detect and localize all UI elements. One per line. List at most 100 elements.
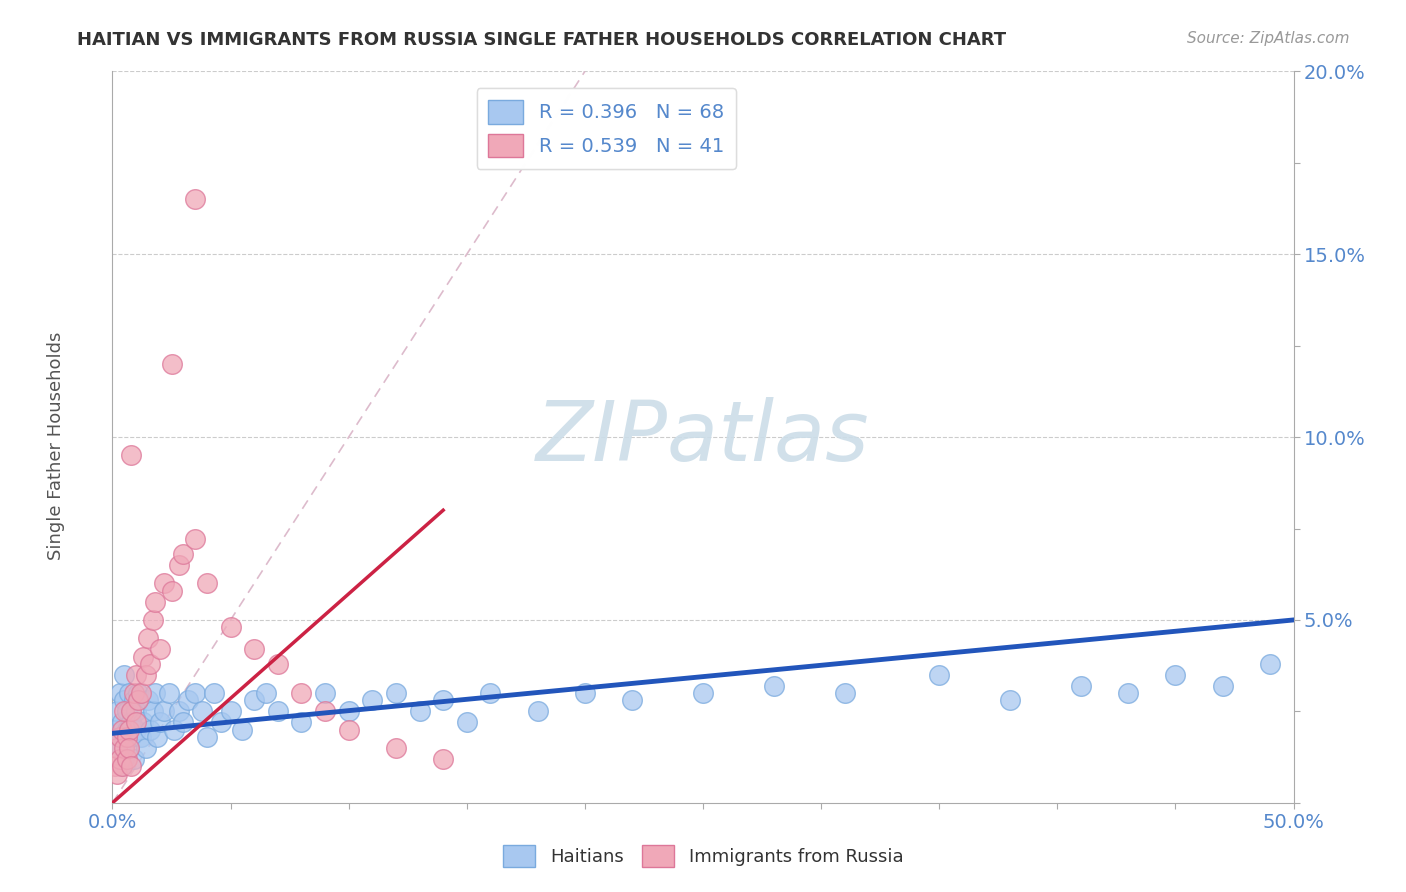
Point (456, 715, 478, 730)
Point (115, 752, 138, 766)
Point (105, 766, 128, 780)
Point (112, 752, 135, 766)
Point (834, 686, 856, 700)
Point (125, 705, 148, 719)
Point (157, 686, 180, 700)
Point (408, 705, 430, 719)
Point (120, 705, 142, 719)
Point (136, 632, 159, 646)
Point (112, 740, 135, 755)
Point (127, 686, 149, 700)
Legend: Haitians, Immigrants from Russia: Haitians, Immigrants from Russia (496, 838, 910, 874)
Point (177, 693, 200, 707)
Point (526, 705, 548, 719)
Point (111, 759, 134, 773)
Point (385, 740, 408, 755)
Point (153, 576, 176, 591)
Point (143, 686, 166, 700)
Point (219, 620, 242, 634)
Point (267, 657, 290, 671)
Point (172, 715, 194, 730)
Point (1116, 686, 1139, 700)
Point (191, 705, 214, 719)
Point (108, 752, 131, 766)
Point (184, 686, 207, 700)
Point (219, 705, 242, 719)
Point (290, 686, 312, 700)
Point (135, 740, 157, 755)
Point (209, 715, 232, 730)
Point (118, 686, 141, 700)
Text: HAITIAN VS IMMIGRANTS FROM RUSSIA SINGLE FATHER HOUSEHOLDS CORRELATION CHART: HAITIAN VS IMMIGRANTS FROM RUSSIA SINGLE… (77, 31, 1007, 49)
Text: ZIPatlas: ZIPatlas (536, 397, 870, 477)
Point (122, 686, 145, 700)
Point (621, 693, 644, 707)
Point (142, 613, 165, 627)
Point (112, 667, 135, 681)
Point (104, 759, 127, 773)
Text: Source: ZipAtlas.com: Source: ZipAtlas.com (1187, 31, 1350, 46)
Point (132, 649, 155, 664)
Point (163, 723, 186, 737)
Point (361, 693, 384, 707)
Point (184, 192, 207, 206)
Point (105, 740, 128, 755)
Point (111, 715, 134, 730)
Point (432, 693, 454, 707)
Point (104, 723, 127, 737)
Point (998, 693, 1021, 707)
Point (149, 715, 172, 730)
Point (167, 705, 190, 719)
Point (202, 686, 225, 700)
Point (108, 730, 131, 744)
Point (127, 693, 149, 707)
Point (120, 448, 142, 462)
Point (118, 740, 141, 755)
Point (385, 686, 408, 700)
Point (115, 705, 138, 719)
Point (122, 752, 145, 766)
Legend: R = 0.396   N = 68, R = 0.539   N = 41: R = 0.396 N = 68, R = 0.539 N = 41 (477, 88, 735, 169)
Point (139, 723, 162, 737)
Point (692, 686, 714, 700)
Point (762, 679, 785, 693)
Point (108, 686, 131, 700)
Point (574, 686, 596, 700)
Point (928, 667, 950, 681)
Point (149, 642, 172, 657)
Point (1258, 657, 1281, 671)
Point (105, 740, 128, 755)
Point (120, 715, 142, 730)
Point (112, 705, 135, 719)
Point (153, 705, 176, 719)
Point (195, 730, 218, 744)
Point (120, 759, 142, 773)
Point (135, 667, 157, 681)
Point (290, 715, 312, 730)
Point (337, 723, 360, 737)
Point (118, 740, 141, 755)
Point (111, 723, 134, 737)
Point (160, 357, 183, 371)
Point (172, 547, 194, 561)
Point (267, 705, 290, 719)
Point (254, 686, 277, 700)
Point (243, 693, 266, 707)
Point (115, 723, 138, 737)
Point (112, 693, 135, 707)
Point (1164, 667, 1187, 681)
Text: Single Father Households: Single Father Households (48, 332, 65, 560)
Point (139, 657, 162, 671)
Point (337, 705, 360, 719)
Point (1212, 679, 1234, 693)
Point (136, 693, 159, 707)
Point (314, 705, 336, 719)
Point (314, 686, 336, 700)
Point (120, 730, 142, 744)
Point (142, 705, 165, 719)
Point (146, 730, 169, 744)
Point (132, 715, 155, 730)
Point (118, 723, 141, 737)
Point (160, 583, 183, 598)
Point (125, 715, 148, 730)
